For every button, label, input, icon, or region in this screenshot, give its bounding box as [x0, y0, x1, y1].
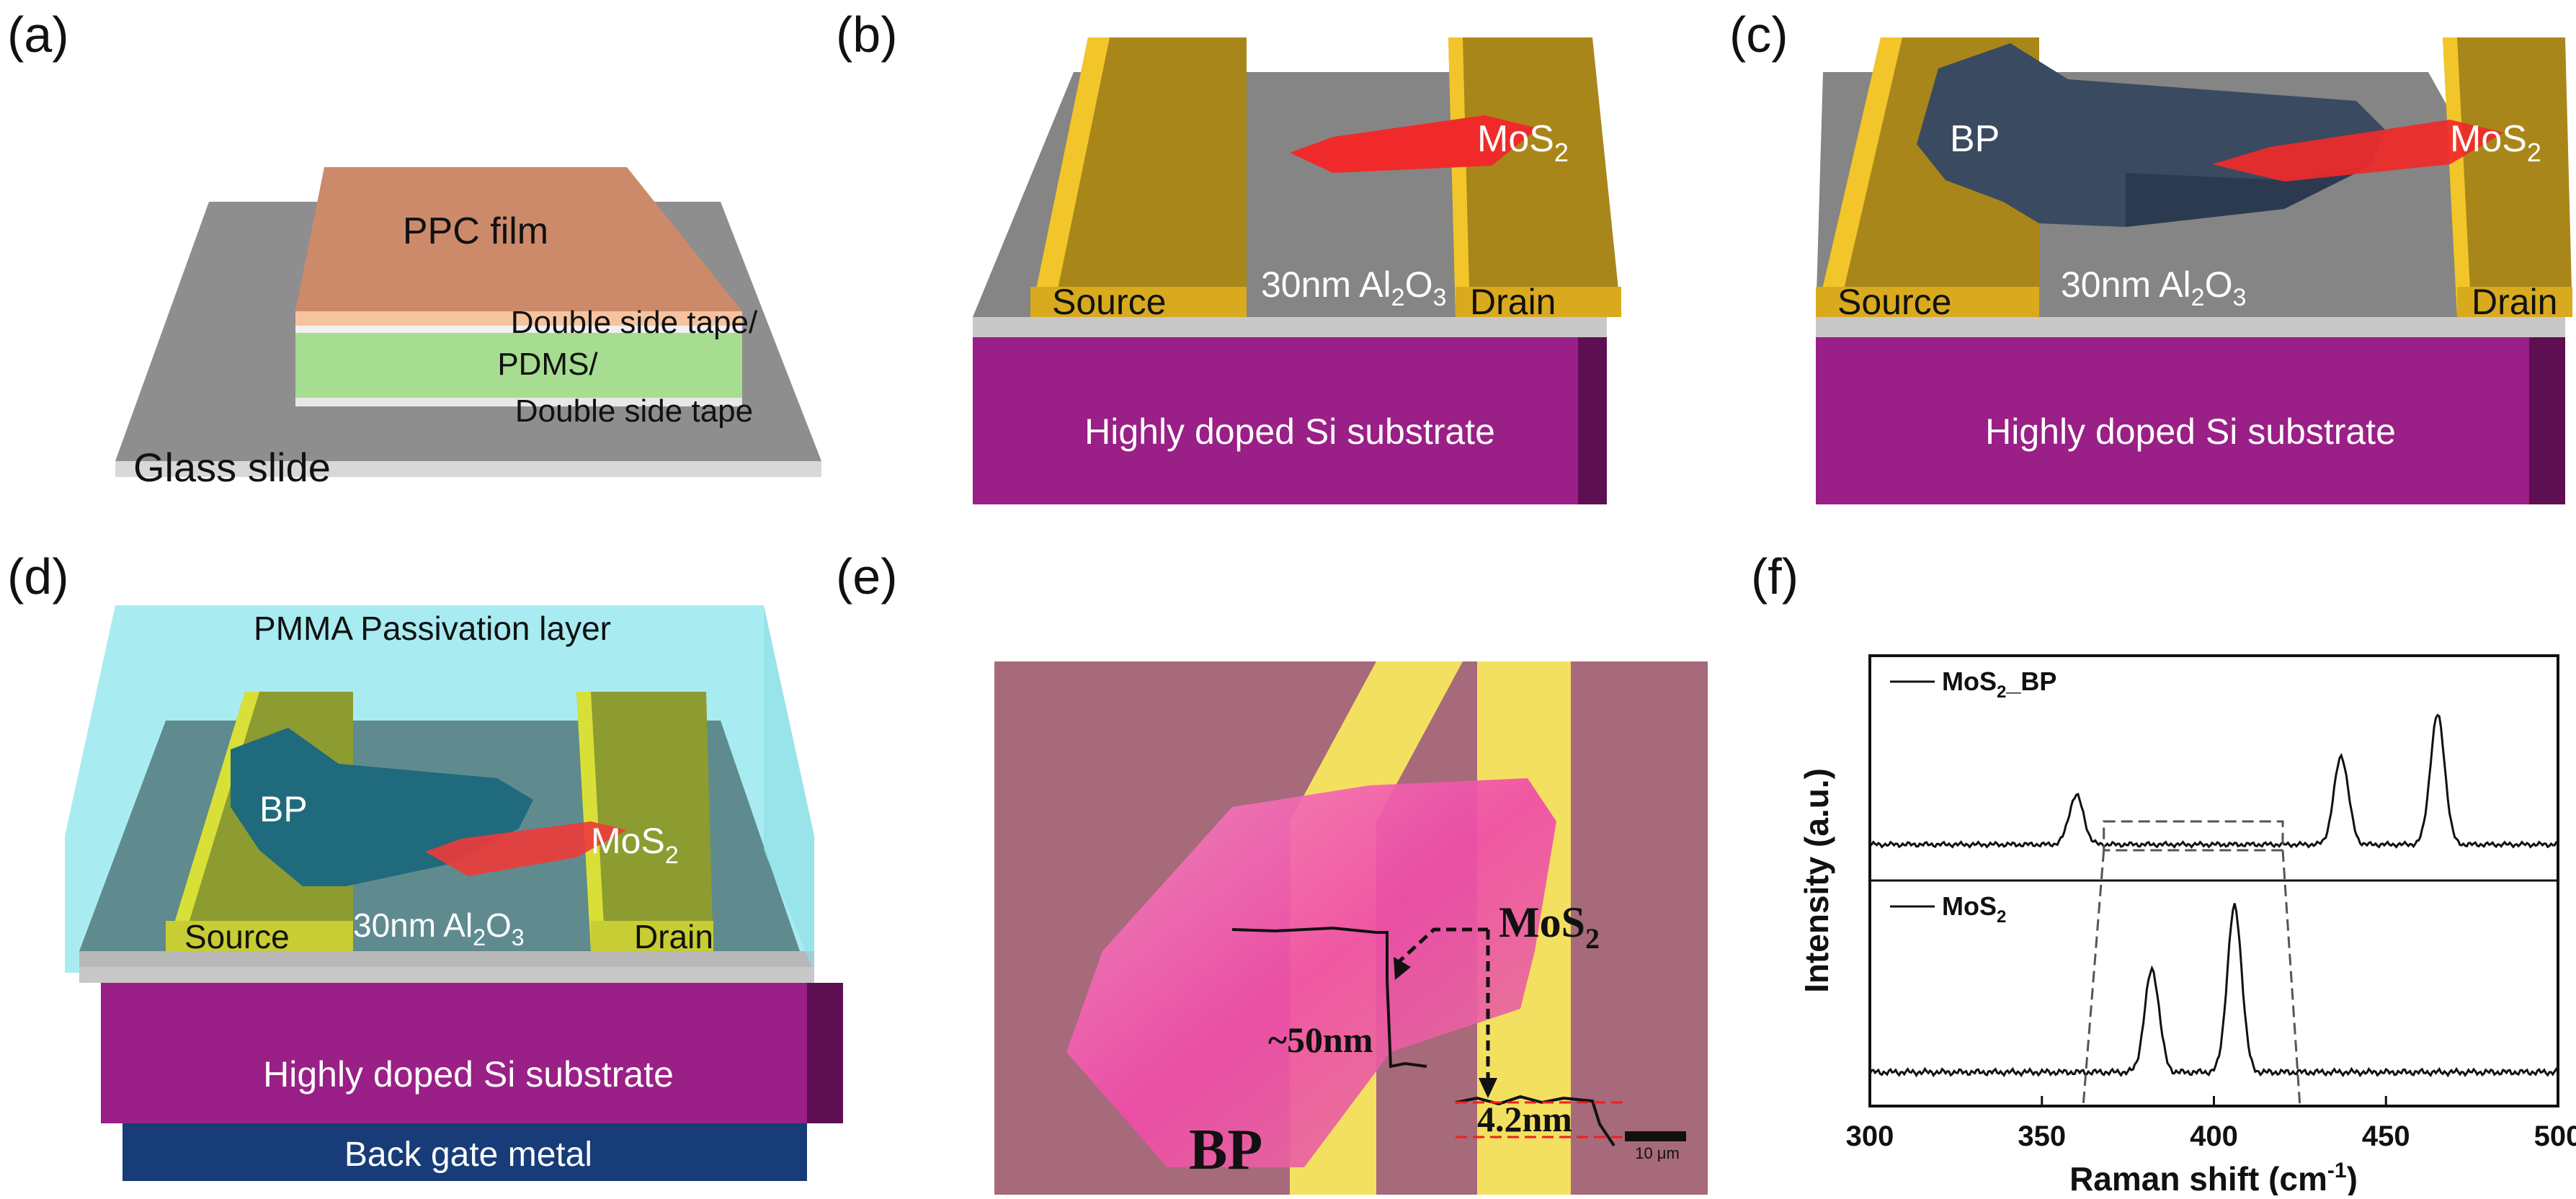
x-tick-label: 500: [2534, 1120, 2576, 1152]
si-substrate: [101, 983, 843, 1123]
profile-bp: [1231, 926, 1427, 1069]
panel-d: (d) PMMA Passivation layer BP MoS2 Sourc…: [0, 548, 850, 1195]
si-substrate: [1816, 337, 2565, 504]
panel-label-a: (a): [7, 6, 69, 63]
mos2-label: MoS: [1477, 118, 1554, 160]
mos2-sub: 2: [1554, 138, 1569, 167]
drain-label: Drain: [2472, 282, 2557, 322]
series-line-0: [1868, 713, 2559, 849]
mos2-label: MoS: [1499, 899, 1585, 946]
series-line-1: [1868, 903, 2559, 1078]
mos2-label: MoS: [2450, 118, 2527, 160]
substrate-label: Highly doped Si substrate: [1084, 411, 1495, 452]
y-axis-label: Intensity (a.u.): [1798, 768, 1835, 993]
mos2-flake: [425, 821, 627, 876]
panel-label-b: (b): [836, 6, 898, 63]
panel-b: (b) MoS2 Source 30nm Al2O3 Drain Highly …: [829, 0, 1693, 519]
back-gate-label: Back gate metal: [344, 1136, 592, 1174]
thickness-bp-label: ~50nm: [1268, 1020, 1373, 1060]
panel-e: (e) MoS2 ~50nm BP 4.2nm 10 μm: [829, 548, 1715, 1195]
svg-text:MoS2: MoS2: [591, 821, 679, 869]
panel-label-d: (d): [7, 548, 69, 605]
x-tick-label: 450: [2362, 1120, 2410, 1152]
svg-text:Raman shift (cm-1): Raman shift (cm-1): [2069, 1159, 2358, 1195]
mos2-flake: [2212, 120, 2504, 182]
scale-bar: [1625, 1131, 1686, 1141]
glass-slide-front: [115, 461, 821, 477]
substrate-label: Highly doped Si substrate: [1985, 411, 2396, 452]
pmma-label: PMMA Passivation layer: [254, 610, 611, 647]
scale-bar-label: 10 μm: [1635, 1144, 1680, 1162]
thickness-mos2-label: 4.2nm: [1477, 1099, 1572, 1139]
panel-c: (c) BP MoS2 Source 30nm Al2O3 Drain High…: [1722, 0, 2576, 519]
panel-label-c: (c): [1729, 6, 1788, 63]
bp-flake: [1066, 778, 1556, 1167]
panel-a: (a) PPC film Double side tape/ PDMS/ Dou…: [0, 0, 829, 504]
zoom-guide-line: [2281, 850, 2301, 1107]
x-axis-label: Raman shift (cm: [2069, 1160, 2327, 1195]
legend-label: MoS2: [1942, 891, 2006, 927]
ppc-film: [295, 167, 742, 311]
panel-a-diagram: PPC film Double side tape/ PDMS/ Double …: [115, 167, 821, 490]
mos2-flake: [1290, 115, 1538, 173]
source-label: Source: [1052, 282, 1166, 322]
svg-text:MoS2: MoS2: [1477, 118, 1569, 167]
svg-text:30nm Al2O3: 30nm Al2O3: [353, 906, 525, 950]
svg-text:MoS2: MoS2: [2450, 118, 2541, 167]
panel-d-diagram: PMMA Passivation layer BP MoS2 Source 30…: [65, 605, 843, 1181]
legend-label: MoS2_BP: [1942, 667, 2056, 702]
x-tick-label: 400: [2190, 1120, 2238, 1152]
panel-label-e: (e): [836, 548, 898, 605]
ppc-film-label: PPC film: [403, 210, 548, 252]
x-tick-label: 300: [1846, 1120, 1894, 1152]
zoom-guide-line: [2082, 850, 2105, 1107]
drain-electrode: [2443, 37, 2572, 317]
svg-text:30nm Al2O3: 30nm Al2O3: [1261, 264, 1446, 311]
tape2-label: Double side tape: [515, 393, 753, 429]
svg-text:30nm Al2O3: 30nm Al2O3: [2061, 264, 2246, 311]
raman-chart: 300 350 400 450 500 MoS2_BP MoS2 Intensity (a…: [1798, 654, 2576, 1198]
drain-label: Drain: [1470, 282, 1556, 322]
drain-electrode: [1448, 37, 1621, 317]
tape1-label: Double side tape/: [511, 305, 758, 340]
bp-label: BP: [1950, 118, 2000, 160]
panel-e-micrograph: MoS2 ~50nm BP 4.2nm 10 μm: [994, 661, 1708, 1195]
source-label: Source: [1837, 282, 1951, 322]
oxide-label: 30nm Al: [1261, 264, 1391, 305]
pdms-label: PDMS/: [497, 347, 598, 382]
bp-label: BP: [1189, 1118, 1262, 1182]
drain-label: Drain: [634, 918, 713, 955]
drain-electrode: [576, 692, 713, 951]
panel-b-diagram: MoS2 Source 30nm Al2O3 Drain Highly dope…: [973, 37, 1621, 504]
glass-slide-label: Glass slide: [133, 445, 331, 490]
panel-f: (f) 300 350 400 450 500 MoS2_BP MoS2 Intensit…: [1726, 548, 2576, 1198]
panel-c-diagram: BP MoS2 Source 30nm Al2O3 Drain Highly d…: [1816, 37, 2572, 504]
x-tick-label: 350: [2018, 1120, 2066, 1152]
bp-label: BP: [259, 789, 308, 829]
zoom-box: [2103, 820, 2284, 852]
substrate-label: Highly doped Si substrate: [263, 1054, 674, 1095]
svg-text:MoS2: MoS2: [1499, 899, 1600, 955]
back-gate-metal: [122, 1123, 807, 1181]
si-substrate: [973, 337, 1607, 504]
panel-label-f: (f): [1751, 548, 1799, 605]
source-label: Source: [184, 918, 290, 955]
